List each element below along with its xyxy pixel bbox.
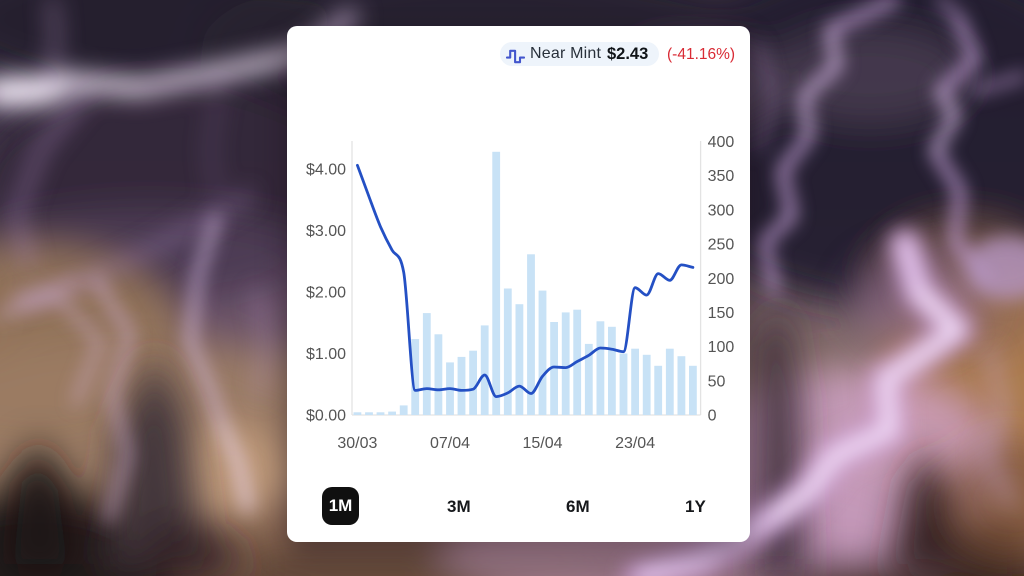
svg-text:100: 100 <box>708 339 735 356</box>
svg-text:07/04: 07/04 <box>430 435 470 452</box>
svg-text:200: 200 <box>708 271 735 288</box>
svg-text:300: 300 <box>708 202 735 219</box>
svg-text:$4.00: $4.00 <box>306 162 346 179</box>
svg-text:$1.00: $1.00 <box>306 346 346 363</box>
svg-text:150: 150 <box>708 305 735 322</box>
svg-text:$0.00: $0.00 <box>306 408 346 425</box>
svg-text:$2.00: $2.00 <box>306 285 346 302</box>
svg-text:350: 350 <box>708 168 735 185</box>
svg-text:250: 250 <box>708 237 735 254</box>
svg-text:$3.00: $3.00 <box>306 223 346 240</box>
svg-text:50: 50 <box>708 373 726 390</box>
svg-text:15/04: 15/04 <box>522 435 562 452</box>
svg-text:23/04: 23/04 <box>615 435 655 452</box>
svg-text:30/03: 30/03 <box>337 435 377 452</box>
svg-text:0: 0 <box>708 408 717 425</box>
svg-text:400: 400 <box>708 134 735 151</box>
